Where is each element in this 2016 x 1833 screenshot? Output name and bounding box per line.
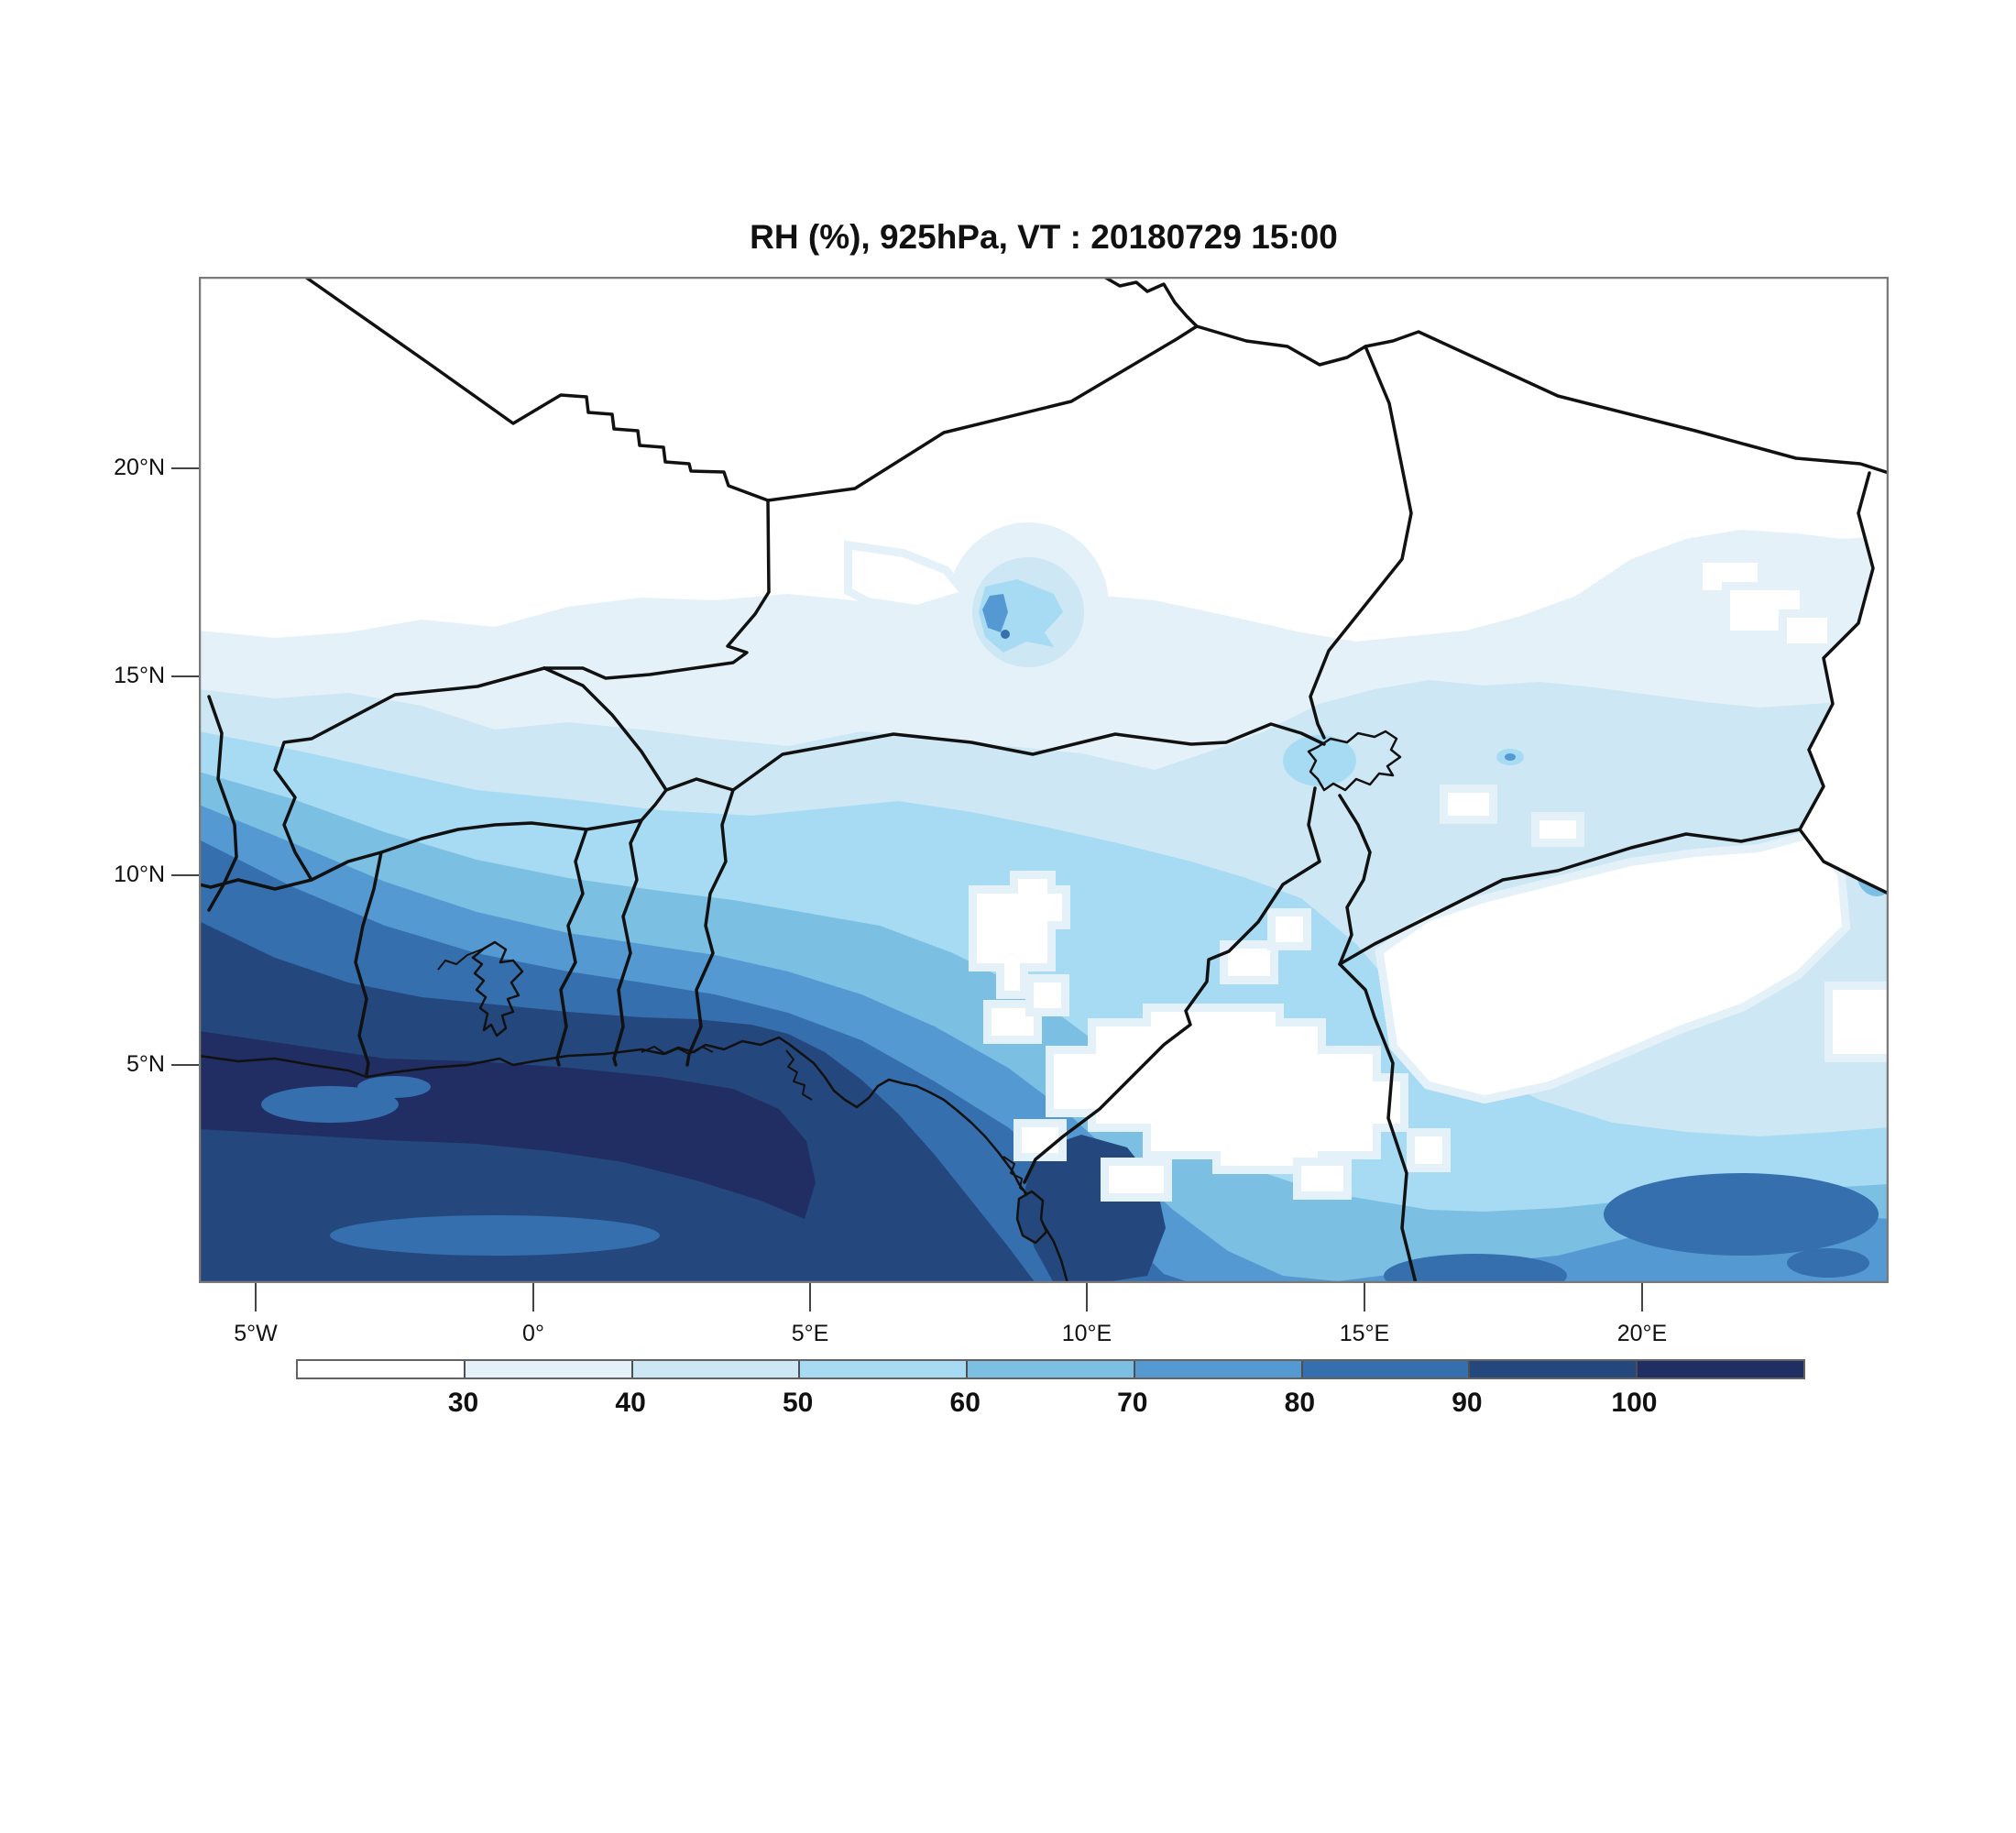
moist-spot-small xyxy=(1496,749,1524,765)
border-burkina-south xyxy=(199,788,668,891)
border-benin-nigeria xyxy=(685,788,735,1067)
coastline xyxy=(199,940,1069,1283)
lon-tick-label: 15°E xyxy=(1339,1321,1390,1346)
border-nigeria-cameroon xyxy=(1023,786,1321,1184)
lon-tick-label: 0° xyxy=(522,1321,544,1346)
lat-tick-label: 15°N xyxy=(114,663,165,688)
colorbar-segment xyxy=(463,1361,631,1377)
dry-holes xyxy=(844,540,1889,1202)
lon-tick xyxy=(1364,1283,1365,1312)
lon-tick xyxy=(532,1283,534,1312)
lat-tick xyxy=(171,1064,199,1066)
border-burkina-west xyxy=(273,666,546,882)
border-ghana-togo xyxy=(555,828,588,1067)
colorbar-tick-label: 50 xyxy=(782,1388,814,1418)
colorbar-tick-label: 80 xyxy=(1284,1388,1316,1418)
lat-tick xyxy=(171,467,199,469)
border-libya xyxy=(1102,277,1889,475)
colorbar-segment xyxy=(798,1361,967,1377)
lon-tick xyxy=(1086,1283,1088,1312)
colorbar-segment xyxy=(630,1361,799,1377)
colorbar xyxy=(296,1359,1805,1379)
moist-anomaly-blob xyxy=(948,522,1109,687)
colorbar-segment xyxy=(966,1361,1134,1377)
lon-tick-label: 10°E xyxy=(1061,1321,1112,1346)
colorbar-tick-label: 70 xyxy=(1117,1388,1148,1418)
border-mali-niger xyxy=(542,499,771,680)
border-niger-nigeria xyxy=(731,722,1326,792)
lon-tick-label: 5°E xyxy=(791,1321,829,1346)
map-plot xyxy=(199,277,1889,1283)
lat-tick xyxy=(171,874,199,876)
colorbar-segment xyxy=(1468,1361,1637,1377)
lon-tick xyxy=(255,1283,257,1312)
lat-tick-label: 10°N xyxy=(114,862,165,887)
border-mali-west xyxy=(207,695,238,912)
lon-tick-label: 20°E xyxy=(1616,1321,1668,1346)
lon-tick xyxy=(809,1283,811,1312)
lat-tick-label: 20°N xyxy=(114,455,165,480)
colorbar-tick-label: 90 xyxy=(1452,1388,1483,1418)
lake-chad-outline xyxy=(1307,730,1402,792)
colorbar-segment xyxy=(1133,1361,1301,1377)
lon-tick-label: 5°W xyxy=(234,1321,278,1346)
country-borders xyxy=(199,277,1889,1283)
lake-volta-outline xyxy=(471,940,524,1037)
colorbar-segment xyxy=(1300,1361,1469,1377)
border-algeria-niger xyxy=(766,324,1199,502)
border-ci-ghana xyxy=(354,851,383,1076)
border-chad-car xyxy=(1338,828,1802,966)
lat-tick xyxy=(171,675,199,677)
colorbar-segment xyxy=(1636,1361,1804,1377)
border-niger-chad xyxy=(1309,345,1413,740)
border-togo-benin xyxy=(612,818,643,1067)
colorbar-tick-label: 60 xyxy=(949,1388,981,1418)
colorbar-tick-label: 100 xyxy=(1611,1388,1658,1418)
border-cameroon-car xyxy=(1338,962,1418,1283)
colorbar-segment xyxy=(298,1361,464,1377)
border-algeria-mali xyxy=(303,277,770,502)
plot-title: RH (%), 925hPa, VT : 20180729 15:00 xyxy=(750,218,1338,256)
dry-east-corner xyxy=(1800,473,1889,894)
island-outline xyxy=(1015,1190,1048,1245)
map-frame xyxy=(199,277,1889,1283)
border-chad-sudan xyxy=(1798,471,1889,895)
lon-tick xyxy=(1641,1283,1643,1312)
colorbar-tick-label: 40 xyxy=(615,1388,646,1418)
border-cameroon-chad xyxy=(1338,794,1372,966)
border-burkina xyxy=(542,666,735,792)
lat-tick-label: 5°N xyxy=(126,1051,165,1077)
colorbar-tick-label: 30 xyxy=(447,1388,479,1418)
